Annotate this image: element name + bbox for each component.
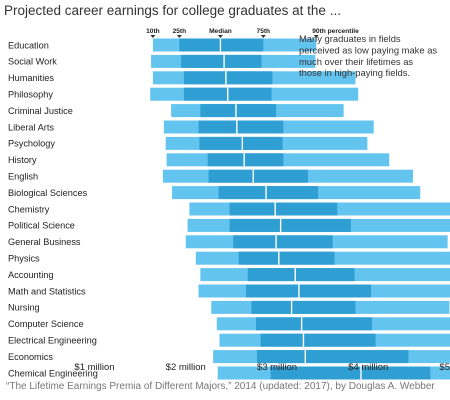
percentile-marker-icon (176, 35, 182, 38)
category-label: Psychology (8, 139, 55, 149)
interquartile-bar (260, 333, 376, 347)
source-note: “The Lifetime Earnings Premia of Differe… (6, 381, 435, 392)
annotation-line: those in high-paying fields. (299, 67, 410, 78)
category-label: Nursing (8, 303, 40, 313)
category-label: Philosophy (8, 90, 53, 100)
interquartile-bar (229, 202, 338, 216)
interquartile-bar (229, 218, 351, 232)
category-label: Liberal Arts (8, 122, 54, 132)
interquartile-bar (238, 251, 335, 265)
category-label: Physics (8, 254, 40, 264)
annotation-line: perceived as low paying make as (299, 44, 437, 55)
interquartile-bar (218, 186, 319, 200)
percentile-marker-icon (150, 35, 156, 38)
interquartile-bar (198, 120, 284, 134)
category-label: Computer Science (8, 319, 84, 329)
category-label: Social Work (8, 57, 57, 67)
x-tick-label: $4 million (348, 362, 388, 373)
x-tick-label: $2 million (166, 362, 206, 373)
interquartile-bar (256, 317, 372, 331)
annotation-line: Many graduates in fields (299, 33, 401, 44)
interquartile-bar (233, 235, 333, 249)
percentile-label: Median (209, 28, 232, 35)
category-label: English (8, 172, 38, 182)
x-tick-label: $3 million (257, 362, 297, 373)
category-label: Economics (8, 352, 53, 362)
category-label: General Business (8, 237, 81, 247)
interquartile-bar (208, 169, 309, 183)
annotation-line: much over their lifetimes as (299, 56, 413, 67)
percentile-label: 75th (257, 28, 271, 35)
interquartile-bar (256, 350, 409, 364)
x-tick-label: $5 million (439, 362, 450, 373)
percentile-marker-icon (217, 35, 223, 38)
percentile-marker-icon (260, 35, 266, 38)
category-label: Humanities (8, 73, 54, 83)
x-tick-label: $1 million (74, 362, 114, 373)
interquartile-bar (245, 284, 371, 298)
chart-title: Projected career earnings for college gr… (4, 3, 341, 18)
interquartile-bar (207, 153, 284, 167)
percentile-label: 90th percentile (312, 28, 359, 35)
interquartile-bar (199, 136, 283, 150)
category-label: Criminal Justice (8, 106, 73, 116)
interquartile-bar (247, 268, 355, 282)
interquartile-bar (181, 54, 262, 68)
category-label: Education (8, 40, 49, 50)
interquartile-bar (179, 38, 264, 52)
category-label: Political Science (8, 221, 75, 231)
category-label: Biological Sciences (8, 188, 88, 198)
interquartile-bar (251, 300, 356, 314)
interquartile-bar (200, 104, 277, 118)
category-label: Electrical Engineering (8, 336, 97, 346)
interquartile-bar (183, 71, 273, 85)
category-label: Accounting (8, 270, 53, 280)
percentile-label: 25th (173, 28, 187, 35)
percentile-label: 10th (146, 28, 160, 35)
category-label: Chemical Engineering (8, 368, 98, 378)
category-label: History (8, 155, 37, 165)
category-label: Math and Statistics (8, 286, 86, 296)
percentile-marker-icon (313, 35, 319, 38)
category-label: Chemistry (8, 204, 50, 214)
interquartile-bar (270, 366, 431, 380)
